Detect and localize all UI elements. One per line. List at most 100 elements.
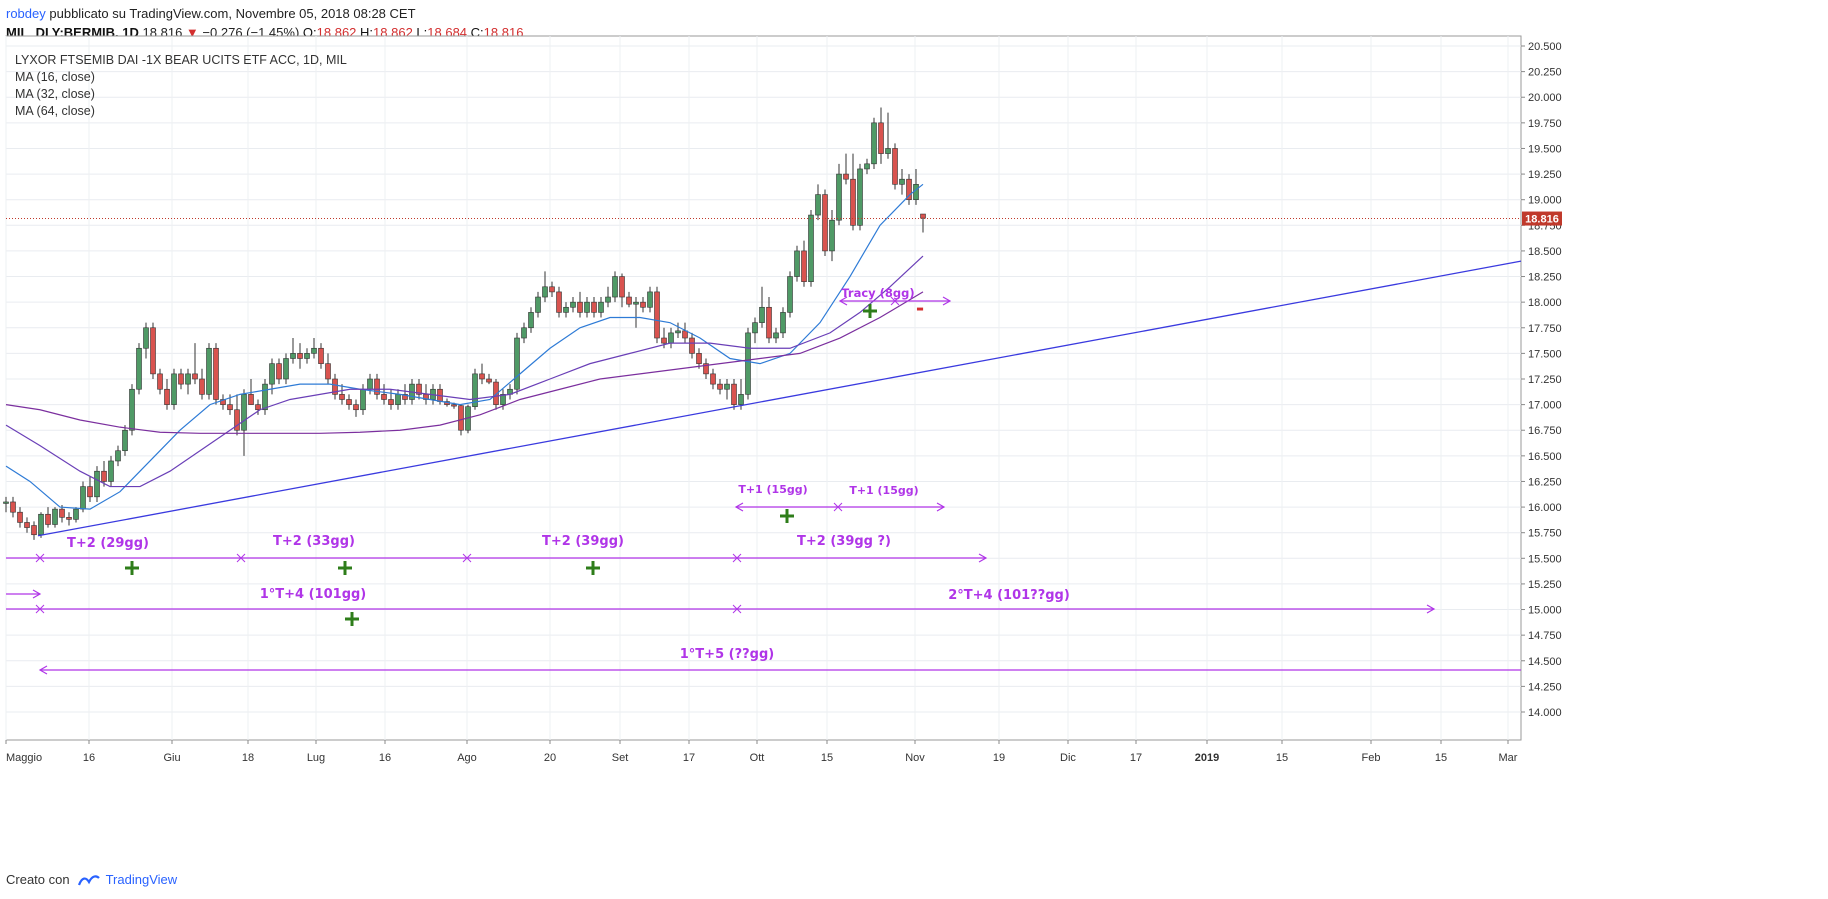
candle-body [822,194,828,252]
candle-body [787,276,793,313]
y-tick-label: 18.250 [1528,272,1562,284]
candle-body [122,429,128,452]
candle-body [780,312,786,334]
y-tick-label: 15.250 [1528,579,1562,591]
legend-ma16[interactable]: MA (16, close) [15,70,95,84]
candle-body [682,330,688,339]
candle-body [703,363,709,375]
tracy-label: Tracy (8gg) [841,286,914,300]
candle-body [283,358,289,380]
candle-body [570,301,576,308]
candle-body [241,394,247,431]
y-tick-label: 15.500 [1528,553,1562,565]
header-line-1: robdey pubblicato su TradingView.com, No… [6,4,523,23]
x-tick-label: 18 [242,752,254,764]
plot-area[interactable] [5,35,1522,741]
y-tick-label: 16.750 [1528,425,1562,437]
candle-body [157,373,163,390]
candle-body [857,168,863,226]
candle-body [577,301,583,313]
candle-body [458,405,464,431]
candle-body [346,399,352,405]
y-tick-label: 20.500 [1528,41,1562,53]
candle-body [472,373,478,407]
candle-body [598,301,604,313]
x-tick-label: Ott [750,752,765,764]
candle-body [115,450,121,462]
candle-body [731,383,737,405]
range-marker [236,553,246,563]
ma64-line [5,291,924,434]
x-tick-label: 15 [1435,752,1447,764]
candle-body [381,394,387,400]
tradingview-link[interactable]: TradingView [77,872,177,887]
candle-body [871,122,877,165]
legend-ma64[interactable]: MA (64, close) [15,104,95,118]
y-tick-label: 14.000 [1528,707,1562,719]
plus-icon [586,561,600,575]
candle-body [619,276,625,298]
candle-body [290,353,296,359]
candle-body [521,327,527,339]
candle-body [388,399,394,405]
candle-body [402,394,408,400]
candle-body [17,511,23,523]
y-tick-label: 17.500 [1528,348,1562,360]
legend-ma32[interactable]: MA (32, close) [15,87,95,101]
range-marker [462,553,472,563]
x-tick-label: Nov [905,752,925,764]
candle-body [640,301,646,308]
candle-body [73,508,79,520]
candle-body [80,486,86,510]
created-with-text: Creato con [6,872,70,887]
candle-body [514,337,520,390]
candle-body [234,409,240,431]
author-link[interactable]: robdey [6,6,46,21]
y-tick-label: 17.750 [1528,323,1562,335]
arrow-right-icon [978,553,988,563]
candle-body [689,337,695,354]
x-tick-label: 15 [821,752,833,764]
candle-body [479,373,485,380]
arrow-right-icon [32,589,42,599]
candle-body [654,291,660,339]
candle-body [136,347,142,390]
candle-body [843,173,849,180]
x-tick-label: 16 [379,752,391,764]
candle-body [668,332,674,344]
candle-body [885,148,891,154]
range-marker [833,502,843,512]
trend-line[interactable] [37,260,1522,537]
candle-body [52,508,58,525]
candle-body [836,173,842,221]
candle-body [633,301,639,305]
y-tick-label: 16.250 [1528,476,1562,488]
candle-body [304,353,310,359]
candle-body [612,276,618,298]
candle-body [262,383,268,411]
plus-icon [345,612,359,626]
x-tick-label: 17 [683,752,695,764]
y-tick-label: 19.500 [1528,143,1562,155]
y-tick-label: 20.000 [1528,92,1562,104]
arrow-right-icon [942,296,952,306]
candle-body [269,363,275,385]
minus-sign: - [916,296,924,320]
candle-body [773,332,779,339]
x-tick-label: Maggio [6,752,42,764]
tradingview-logo-icon [77,874,100,885]
candle-body [227,404,233,411]
candle-body [318,347,324,364]
plus-icon [338,561,352,575]
y-tick-label: 14.250 [1528,681,1562,693]
candle-body [143,327,149,349]
t2a-label: T+2 (29gg) [67,536,149,551]
published-text: pubblicato su TradingView.com, Novembre … [49,6,416,21]
candle-body [416,383,422,395]
candle-body [535,296,541,313]
candle-body [878,122,884,154]
x-tick-label: 20 [544,752,556,764]
candle-body [815,194,821,216]
x-tick-label: Lug [307,752,325,764]
